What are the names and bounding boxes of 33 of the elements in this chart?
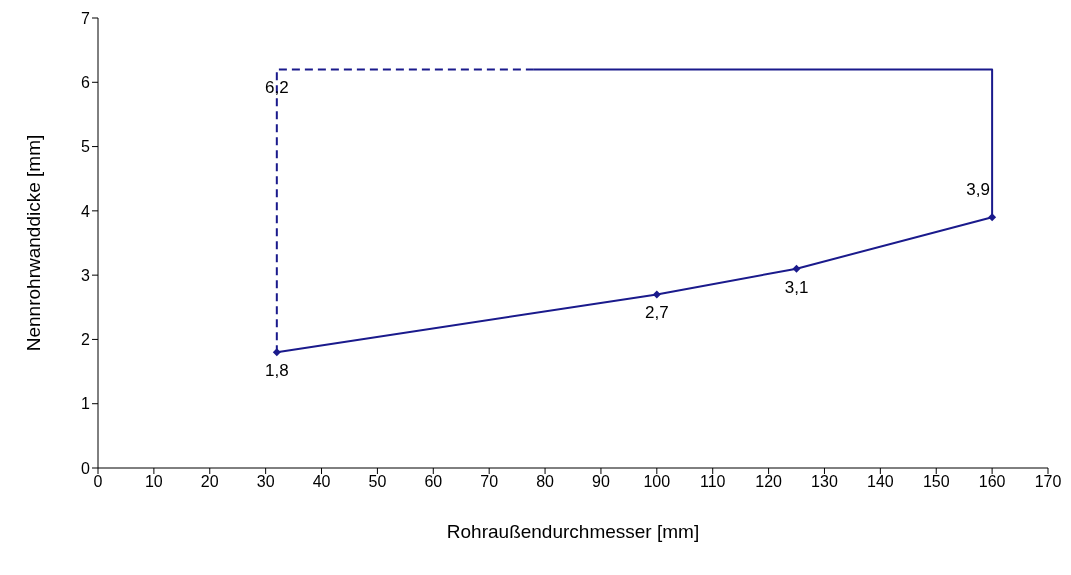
x-tick-label: 70 (480, 473, 499, 491)
x-tick-label: 30 (256, 473, 275, 491)
data-label: 6,2 (265, 78, 289, 98)
x-tick-label: 40 (312, 473, 331, 491)
y-tick-label: 4 (81, 202, 91, 220)
x-tick-label: 20 (200, 473, 219, 491)
x-tick-label: 90 (592, 473, 610, 491)
y-tick-label: 1 (81, 395, 91, 413)
x-tick-label: 0 (93, 473, 103, 491)
y-tick-label: 3 (81, 266, 91, 284)
data-label: 2,7 (645, 303, 669, 323)
x-tick-label: 50 (368, 473, 387, 491)
y-tick-label: 7 (81, 9, 91, 27)
data-label: 3,9 (966, 180, 990, 200)
x-tick-label: 150 (922, 473, 950, 491)
x-tick-label: 160 (978, 473, 1006, 491)
x-tick-label: 110 (699, 473, 726, 491)
x-axis-title: Rohraußendurchmesser [mm] (446, 521, 700, 542)
x-tick-label: 130 (811, 473, 838, 491)
data-label: 1,8 (265, 361, 289, 381)
x-tick-label: 100 (643, 473, 671, 491)
x-tick-label: 60 (424, 473, 443, 491)
x-tick-label: 140 (867, 473, 894, 491)
y-axis-title: Nennrohrwanddicke [mm] (22, 134, 44, 352)
x-tick-label: 80 (536, 473, 555, 491)
x-tick-label: 120 (755, 473, 783, 491)
data-label: 3,1 (784, 277, 809, 297)
y-tick-label: 6 (81, 73, 91, 91)
y-tick-label: 2 (81, 331, 91, 349)
y-tick-label: 5 (81, 138, 91, 156)
x-tick-label: 10 (144, 473, 163, 491)
x-tick-label: 170 (1034, 473, 1062, 491)
y-tick-label: 0 (81, 459, 91, 477)
